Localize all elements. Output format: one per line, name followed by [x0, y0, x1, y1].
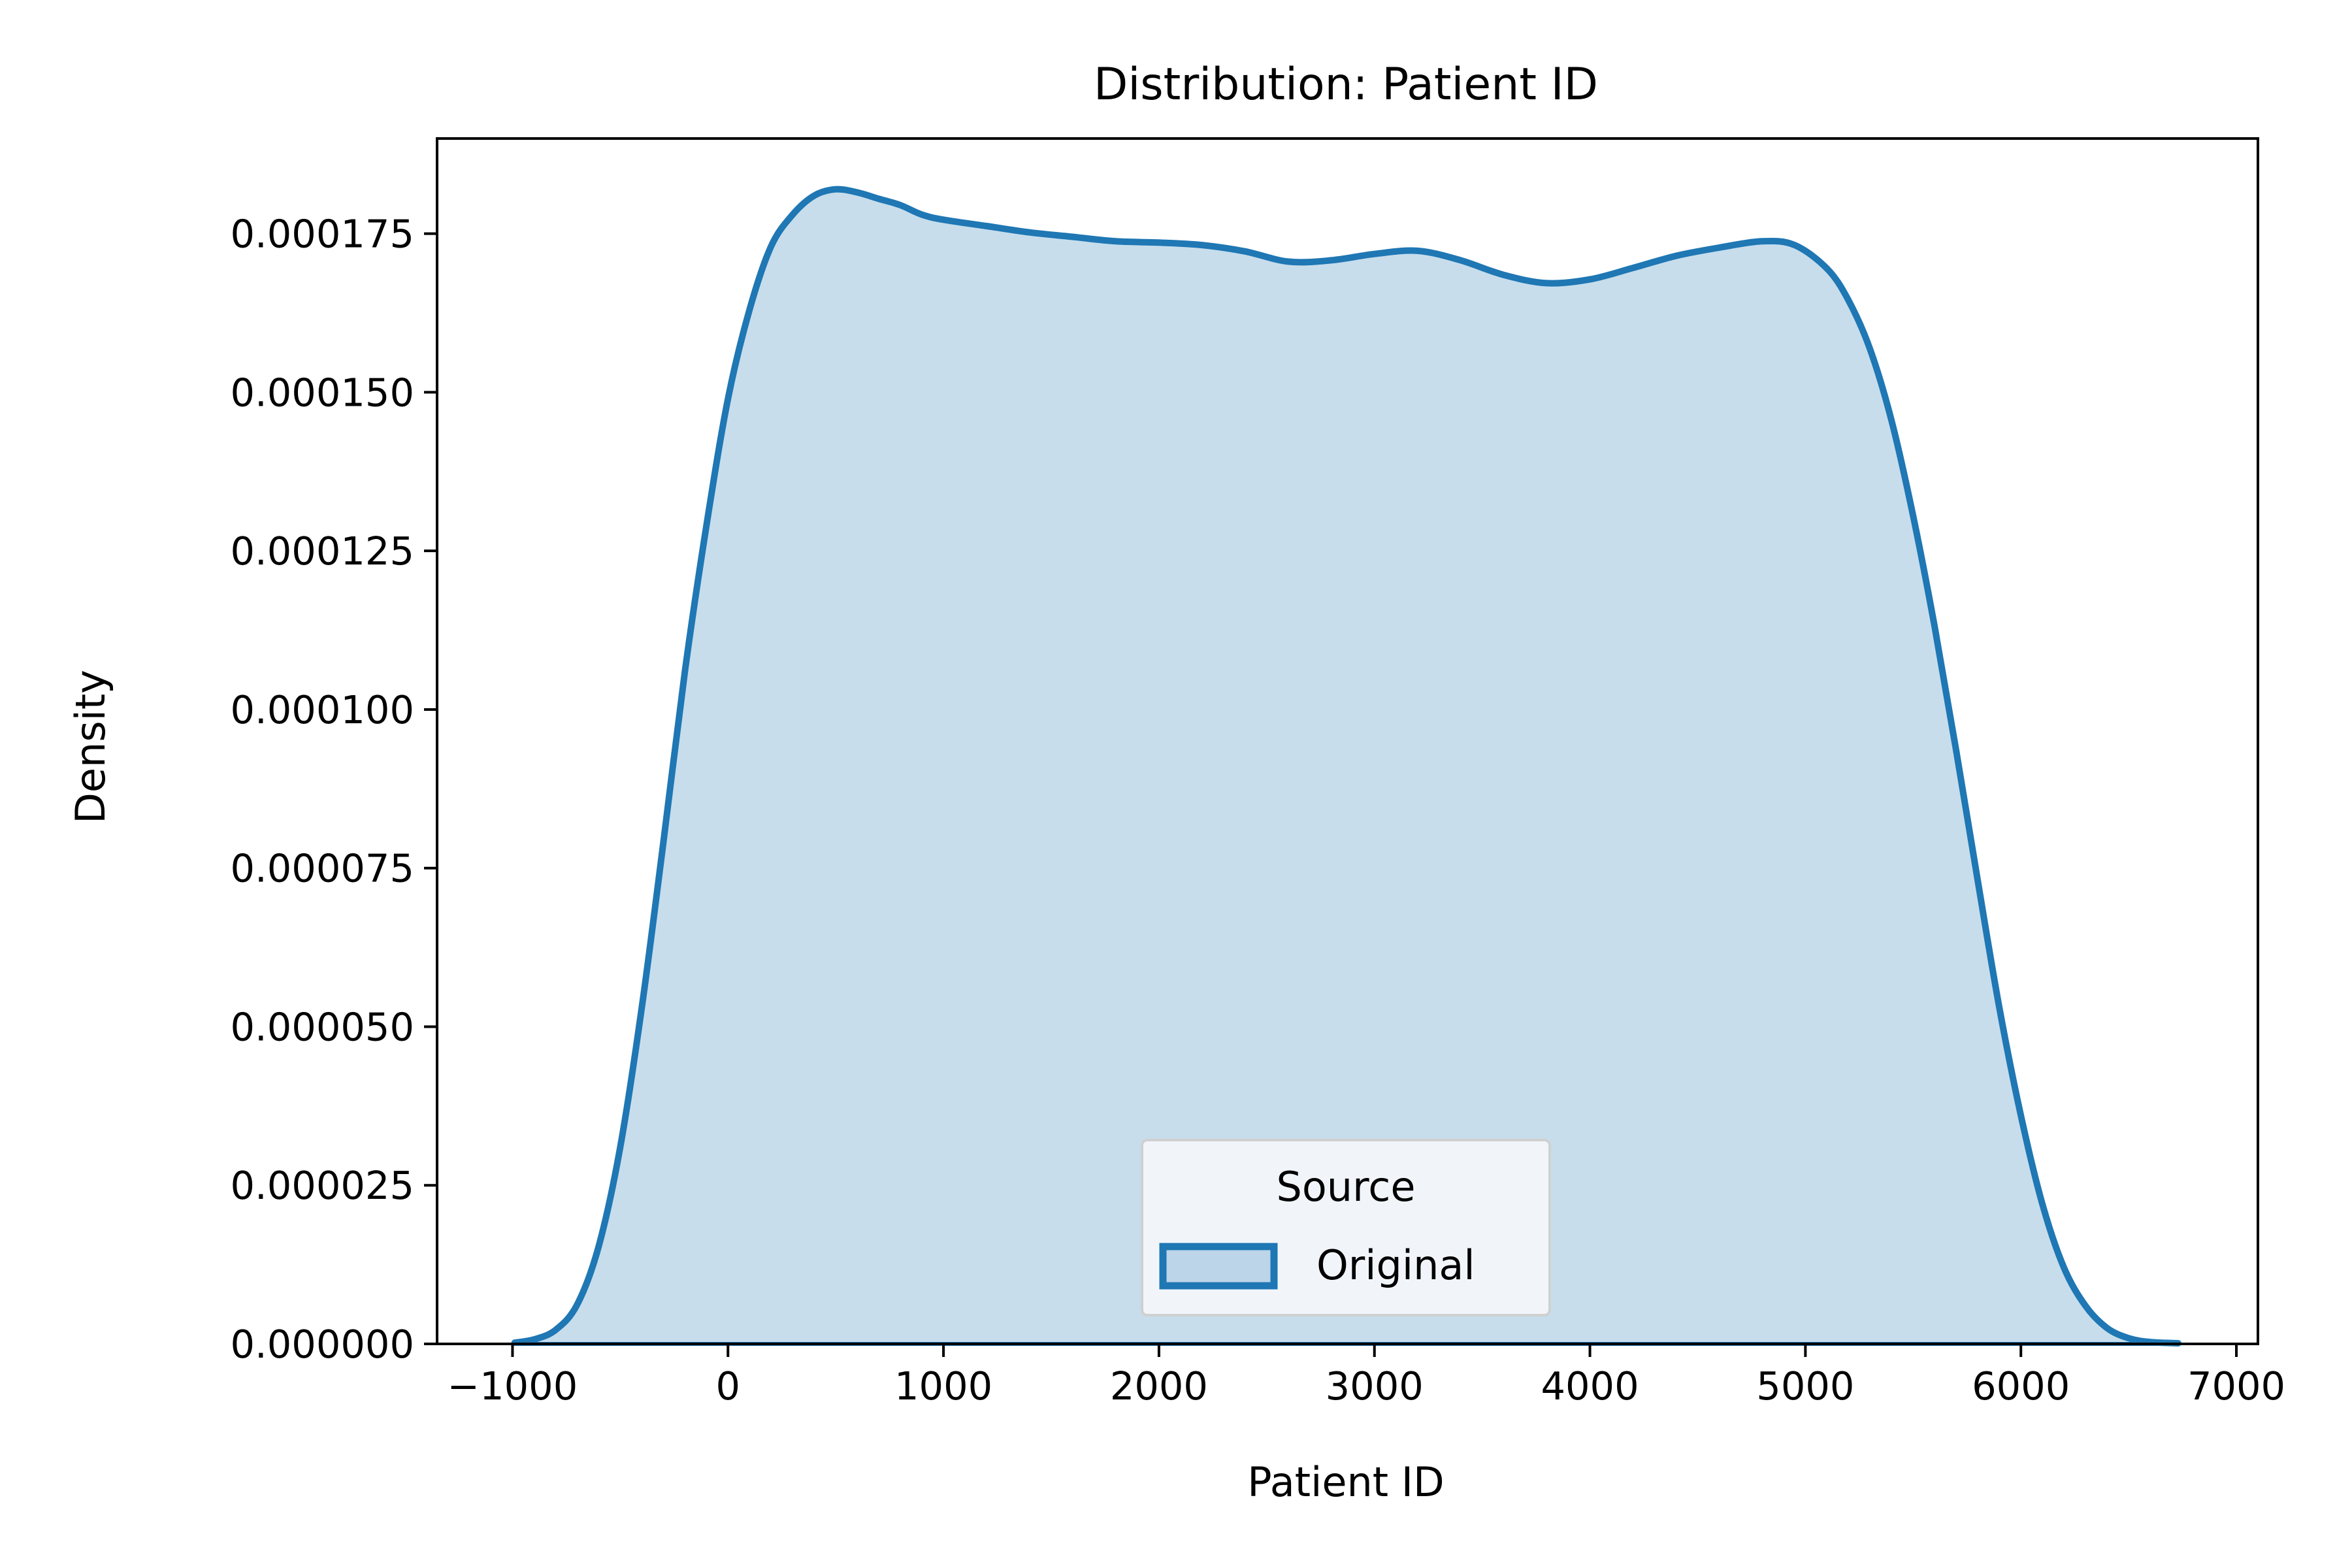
x-tick-label: 1000 — [894, 1364, 992, 1409]
legend-title: Source — [1277, 1163, 1416, 1211]
legend-swatch-original — [1159, 1243, 1278, 1290]
y-tick-label: 0.000000 — [230, 1322, 414, 1367]
density-fill-0 — [514, 189, 2179, 1344]
axes-frame — [436, 137, 2259, 1345]
chart-title: Distribution: Patient ID — [1094, 59, 1598, 110]
x-tick-label: 6000 — [1972, 1364, 2070, 1409]
x-tick-label: 3000 — [1326, 1364, 1424, 1409]
legend-label-original: Original — [1316, 1241, 1475, 1289]
y-tick-label: 0.000025 — [230, 1163, 414, 1208]
x-tick-label: 4000 — [1541, 1364, 1639, 1409]
y-tick-label: 0.000100 — [230, 687, 414, 732]
x-tick-label: −1000 — [448, 1364, 578, 1409]
legend: Source Original — [1141, 1139, 1551, 1316]
x-tick-label: 2000 — [1110, 1364, 1208, 1409]
x-axis-label: Patient ID — [1247, 1458, 1445, 1506]
y-tick-label: 0.000075 — [230, 846, 414, 891]
y-tick-label: 0.000175 — [230, 212, 414, 257]
x-tick-label: 7000 — [2187, 1364, 2285, 1409]
plot-area: −1000 0 1000 2000 3000 4000 5000 6000 7000 0.0000… — [230, 137, 2285, 1409]
y-tick-label: 0.000125 — [230, 529, 414, 574]
y-tick-label: 0.000150 — [230, 370, 414, 415]
y-axis-label: Density — [67, 670, 114, 824]
x-tick-label: 5000 — [1756, 1364, 1854, 1409]
y-tick-label: 0.000050 — [230, 1004, 414, 1049]
density-line-0 — [511, 186, 2181, 1347]
legend-box — [1141, 1139, 1551, 1316]
x-tick-label: 0 — [715, 1364, 740, 1409]
